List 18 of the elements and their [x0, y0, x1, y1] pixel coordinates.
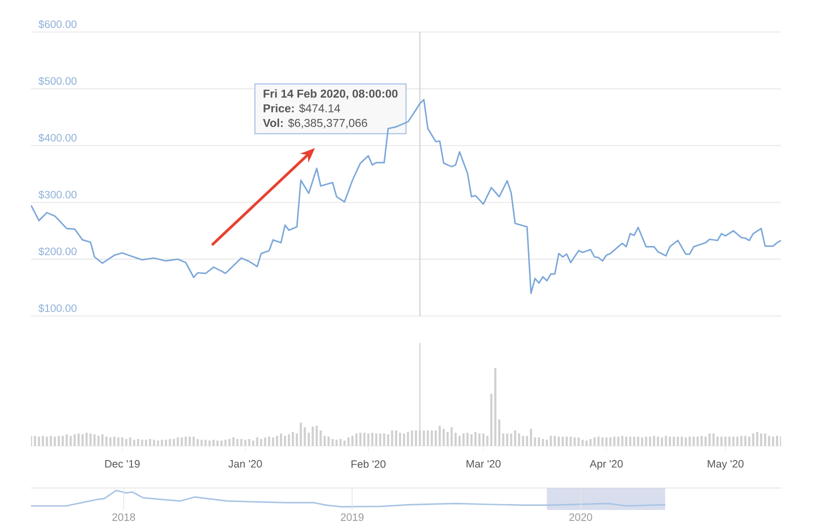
- x-tick-label: Feb '20: [352, 460, 386, 468]
- y-tick-label: $500.00: [38, 76, 77, 86]
- y-tick-label: $300.00: [38, 190, 77, 200]
- x-tick-label: Dec '19: [105, 460, 140, 468]
- y-tick-label: $100.00: [38, 304, 77, 313]
- x-tick-label: Apr '20: [590, 460, 623, 470]
- annotation: Fri 14 Feb 2020, 08:00:00: [264, 89, 398, 100]
- annotation: Vol: $6,385,377,066: [262, 118, 368, 128]
- x-tick-label: Jan '20: [228, 460, 262, 468]
- x-tick-label: May '20: [708, 460, 744, 470]
- y-tick-label: $400.00: [38, 134, 77, 142]
- x-tick-label: 2019: [340, 513, 364, 521]
- x-tick-label: 2020: [569, 513, 592, 521]
- x-tick-label: Mar '20: [466, 460, 501, 468]
- annotation: Price: $474.14: [264, 104, 340, 114]
- y-tick-label: $200.00: [38, 247, 77, 256]
- x-tick-label: 2018: [112, 513, 136, 521]
- y-tick-label: $600.00: [38, 20, 77, 29]
